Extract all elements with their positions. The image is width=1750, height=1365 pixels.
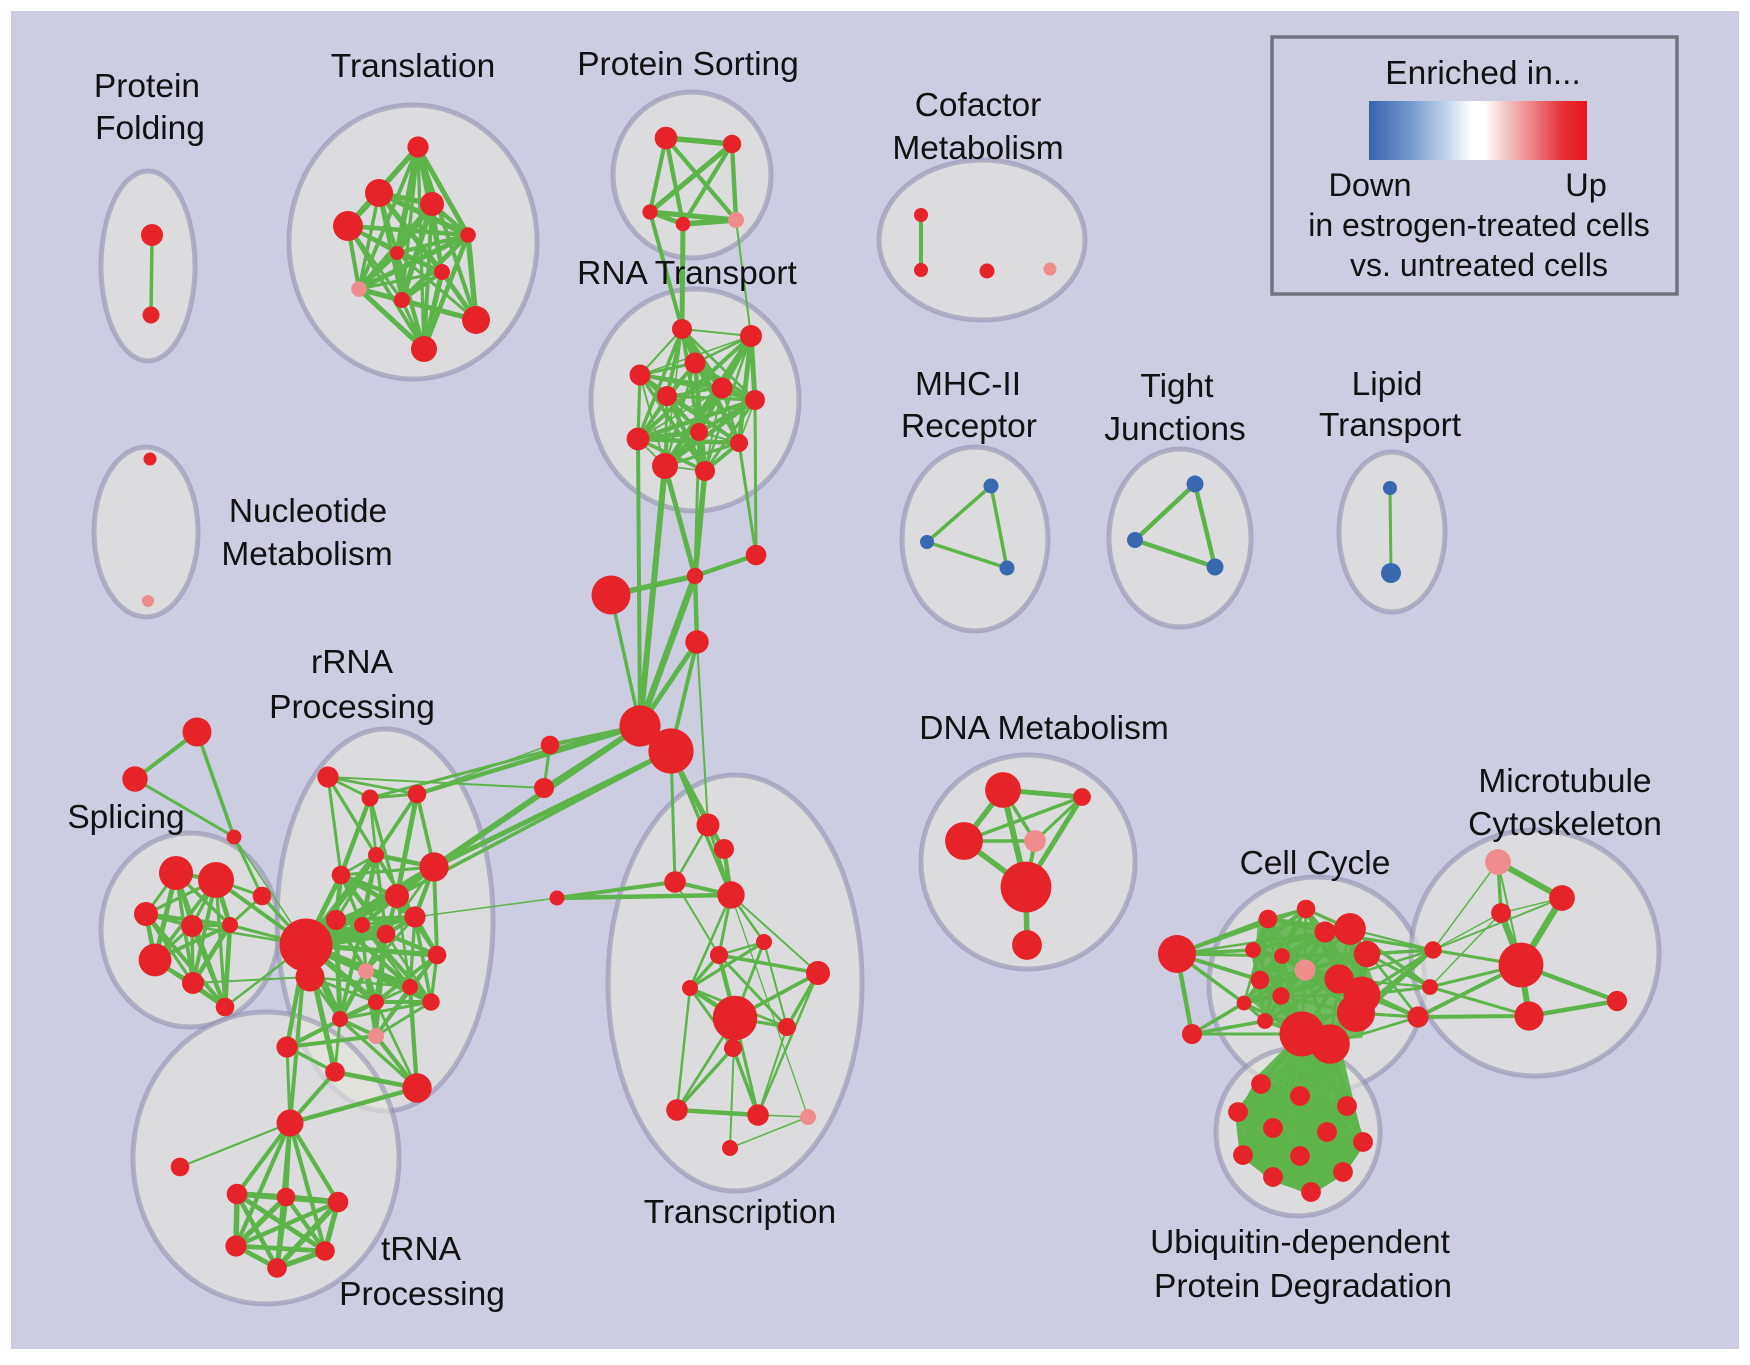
- svg-text:DNA Metabolism: DNA Metabolism: [919, 710, 1168, 747]
- svg-text:vs. untreated cells: vs. untreated cells: [1350, 247, 1608, 283]
- svg-text:Microtubule: Microtubule: [1478, 763, 1651, 800]
- svg-text:in estrogen-treated cells: in estrogen-treated cells: [1308, 207, 1650, 243]
- svg-text:Transcription: Transcription: [644, 1194, 836, 1231]
- svg-text:Ubiquitin-dependent: Ubiquitin-dependent: [1150, 1224, 1451, 1261]
- svg-text:Lipid: Lipid: [1352, 366, 1423, 403]
- svg-text:Protein Degradation: Protein Degradation: [1154, 1268, 1452, 1305]
- svg-text:Metabolism: Metabolism: [892, 130, 1063, 167]
- svg-text:Splicing: Splicing: [67, 799, 184, 836]
- svg-text:Enriched in...: Enriched in...: [1385, 55, 1581, 92]
- svg-text:Folding: Folding: [95, 110, 205, 147]
- svg-text:rRNA: rRNA: [311, 644, 394, 681]
- svg-text:Junctions: Junctions: [1104, 411, 1246, 448]
- svg-text:Protein: Protein: [94, 68, 200, 105]
- svg-text:tRNA: tRNA: [381, 1231, 462, 1268]
- svg-text:Protein Sorting: Protein Sorting: [577, 46, 799, 83]
- svg-text:Up: Up: [1565, 167, 1607, 203]
- svg-text:Translation: Translation: [331, 48, 495, 85]
- svg-text:RNA Transport: RNA Transport: [577, 255, 797, 292]
- svg-text:Processing: Processing: [339, 1276, 505, 1313]
- svg-text:Down: Down: [1328, 167, 1411, 203]
- svg-text:Cell Cycle: Cell Cycle: [1240, 845, 1391, 882]
- svg-text:Transport: Transport: [1319, 407, 1462, 444]
- svg-text:Processing: Processing: [269, 689, 435, 726]
- svg-text:Cofactor: Cofactor: [915, 87, 1042, 124]
- svg-text:MHC-II: MHC-II: [915, 366, 1021, 403]
- svg-text:Metabolism: Metabolism: [221, 536, 392, 573]
- svg-text:Tight: Tight: [1140, 368, 1214, 405]
- svg-text:Receptor: Receptor: [901, 408, 1037, 445]
- svg-text:Cytoskeleton: Cytoskeleton: [1468, 806, 1662, 843]
- svg-text:Nucleotide: Nucleotide: [229, 493, 387, 530]
